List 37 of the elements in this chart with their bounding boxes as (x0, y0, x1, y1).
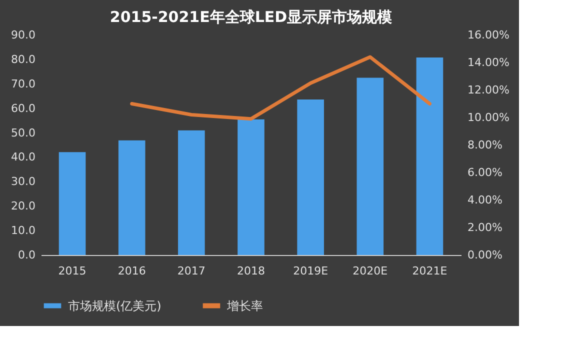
x-tick-label: 2020E (352, 264, 388, 278)
y-tick-label: 80.0 (11, 52, 36, 66)
y-tick-label: 50.0 (11, 126, 36, 140)
bar (297, 100, 324, 255)
y-tick-label: 90.0 (11, 28, 36, 42)
y-tick-label: 20.0 (11, 200, 36, 213)
x-tick-label: 2015 (58, 264, 86, 278)
legend-label: 增长率 (226, 298, 263, 313)
x-tick-label: 2019E (293, 264, 328, 278)
y2-tick-label: 6.00% (468, 166, 502, 179)
y2-tick-label: 10.00% (468, 111, 510, 124)
bar (416, 57, 444, 255)
y2-tick-label: 8.00% (468, 138, 502, 152)
legend-label: 市场规模(亿美元) (68, 298, 162, 313)
y2-tick-label: 12.00% (468, 84, 510, 96)
bar (118, 140, 146, 255)
y-tick-label: 30.0 (11, 175, 36, 188)
x-tick-label: 2017 (177, 264, 206, 278)
bar (58, 152, 86, 255)
y-tick-label: 10.0 (11, 224, 36, 238)
y-tick-label: 0.0 (18, 248, 36, 262)
x-tick-label: 2018 (237, 264, 265, 278)
y2-tick-label: 2.00% (468, 221, 502, 234)
y-tick-label: 40.0 (11, 150, 36, 164)
chart-title: 2015-2021E年全球LED显示屏市场规模 (110, 8, 394, 26)
line-series (130, 55, 432, 121)
bar (238, 119, 264, 255)
x-tick-label: 2016 (118, 264, 146, 278)
y-tick-label: 70.0 (11, 77, 36, 90)
y-tick-label: 60.0 (11, 102, 36, 115)
x-tick-label: 2021E (412, 264, 448, 278)
y2-tick-label: 16.00% (468, 28, 510, 42)
y2-tick-label: 14.00% (468, 56, 510, 69)
y2-tick-label: 0.00% (468, 248, 502, 262)
y2-tick-label: 4.00% (468, 194, 502, 206)
bar (356, 78, 384, 255)
bar (178, 130, 205, 255)
